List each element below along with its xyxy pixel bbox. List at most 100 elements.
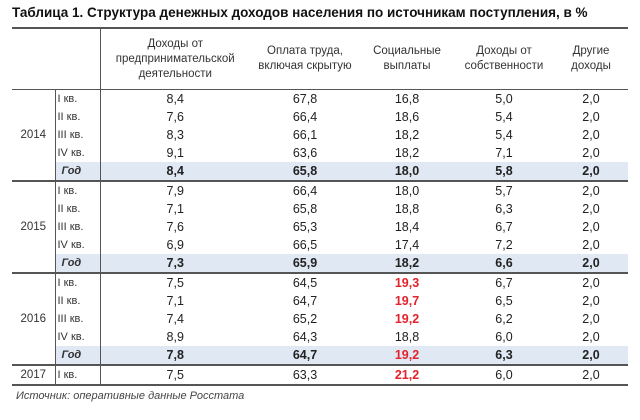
table-row: III кв. 7,6 65,3 18,4 6,7 2,0 xyxy=(12,218,628,236)
table-container: Доходы от предпринимательской деятельнос… xyxy=(12,27,628,403)
value-cell-wages: 65,3 xyxy=(292,219,318,234)
value-cell-property: 6,3 xyxy=(454,346,554,366)
value-cell-entrepreneurial: 7,8 xyxy=(100,346,250,366)
table-row: 2016 I кв. 7,5 64,5 19,3 6,7 2,0 xyxy=(12,273,628,366)
period-cell: III кв. xyxy=(55,310,101,328)
period-cell: III кв. xyxy=(55,218,101,236)
header-entrepreneurial: Доходы от предпринимательской деятельнос… xyxy=(100,27,250,90)
table-row: III кв. 7,4 65,2 19,2 6,2 2,0 xyxy=(12,310,628,328)
value-cell-other: 2,0 xyxy=(582,237,600,252)
value-cell-wages: 66,1 xyxy=(292,127,318,142)
table-row: III кв. 8,3 66,1 18,2 5,4 2,0 xyxy=(12,126,628,144)
value-cell-other: 2,0 xyxy=(582,329,600,344)
value-cell-other: 2,0 xyxy=(554,162,628,182)
value-cell-wages: 66,5 xyxy=(292,237,318,252)
value-cell-social: 19,2 xyxy=(360,346,454,366)
value-cell-property: 5,8 xyxy=(454,162,554,182)
value-cell-property: 6,7 xyxy=(495,219,513,234)
value-cell-entrepreneurial: 6,9 xyxy=(166,237,184,252)
value-cell-wages: 65,8 xyxy=(250,162,360,182)
value-cell-other: 2,0 xyxy=(554,346,628,366)
value-cell-social: 19,2 xyxy=(394,311,420,326)
period-cell: IV кв. xyxy=(55,328,101,346)
value-cell-wages: 63,3 xyxy=(250,365,360,386)
value-cell-entrepreneurial: 7,1 xyxy=(166,293,184,308)
year-cell: 2015 xyxy=(12,181,56,274)
value-cell-social: 17,4 xyxy=(394,237,420,252)
year-cell: 2014 xyxy=(12,89,56,182)
value-cell-property: 6,0 xyxy=(454,365,554,386)
period-cell: II кв. xyxy=(55,108,101,126)
header-property: Доходы от собственности xyxy=(454,27,554,90)
value-cell-entrepreneurial: 8,9 xyxy=(166,329,184,344)
value-cell-social: 19,3 xyxy=(394,275,420,290)
table-title: Таблица 1. Структура денежных доходов на… xyxy=(12,5,588,20)
value-cell-wages: 64,7 xyxy=(250,346,360,366)
header-year xyxy=(12,27,55,90)
value-cell-wages: 64,7 xyxy=(292,293,318,308)
header-social: Социальные выплаты xyxy=(360,27,454,90)
value-cell-social: 18,8 xyxy=(394,201,420,216)
period-cell: III кв. xyxy=(55,126,101,144)
value-cell-entrepreneurial: 9,1 xyxy=(166,145,184,160)
value-cell-wages: 64,3 xyxy=(292,329,318,344)
value-cell-entrepreneurial: 8,4 xyxy=(100,162,250,182)
header-wages: Оплата труда, включая скрытую xyxy=(250,27,360,90)
value-cell-wages: 65,8 xyxy=(292,201,318,216)
header-row: Доходы от предпринимательской деятельнос… xyxy=(12,27,628,90)
value-cell-social: 18,6 xyxy=(394,109,420,124)
source-note: Источник: оперативные данные Росстата xyxy=(16,390,245,402)
value-cell-property: 6,3 xyxy=(495,201,513,216)
period-cell: IV кв. xyxy=(55,144,101,162)
period-cell: I кв. xyxy=(55,365,101,386)
value-cell-property: 6,7 xyxy=(495,275,513,290)
value-cell-other: 2,0 xyxy=(582,219,600,234)
value-cell-entrepreneurial: 7,3 xyxy=(100,254,250,274)
value-cell-social: 18,2 xyxy=(360,254,454,274)
value-cell-other: 2,0 xyxy=(582,145,600,160)
table-row: IV кв. 8,9 64,3 18,8 6,0 2,0 xyxy=(12,328,628,346)
value-cell-wages: 65,2 xyxy=(292,311,318,326)
table-row: 2017 I кв. 7,5 63,3 21,2 6,0 2,0 xyxy=(12,365,628,386)
value-cell-entrepreneurial: 7,5 xyxy=(166,275,184,290)
period-cell: I кв. xyxy=(55,181,101,200)
period-cell: I кв. xyxy=(55,273,101,292)
value-cell-social: 19,7 xyxy=(394,293,420,308)
value-cell-social: 18,8 xyxy=(394,329,420,344)
value-cell-other: 2,0 xyxy=(582,201,600,216)
value-cell-property: 6,5 xyxy=(495,293,513,308)
value-cell-wages: 63,6 xyxy=(292,145,318,160)
value-cell-social: 18,4 xyxy=(394,219,420,234)
value-cell-other: 2,0 xyxy=(582,275,600,290)
value-cell-social: 18,0 xyxy=(394,183,420,198)
value-cell-social: 18,2 xyxy=(394,127,420,142)
value-cell-property: 5,4 xyxy=(495,109,513,124)
value-cell-other: 2,0 xyxy=(554,254,628,274)
year-cell: 2016 xyxy=(12,273,56,366)
value-cell-other: 2,0 xyxy=(582,311,600,326)
value-cell-other: 2,0 xyxy=(582,293,600,308)
period-cell: II кв. xyxy=(55,200,101,218)
value-cell-property: 6,0 xyxy=(495,329,513,344)
value-cell-entrepreneurial: 7,4 xyxy=(166,311,184,326)
value-cell-wages: 67,8 xyxy=(292,91,318,106)
value-cell-other: 2,0 xyxy=(582,109,600,124)
income-structure-table: Доходы от предпринимательской деятельнос… xyxy=(12,27,628,386)
value-cell-entrepreneurial: 7,5 xyxy=(100,365,250,386)
total-row: Год 7,8 64,7 19,2 6,3 2,0 xyxy=(12,346,628,366)
table-row: IV кв. 6,9 66,5 17,4 7,2 2,0 xyxy=(12,236,628,254)
period-cell: II кв. xyxy=(55,292,101,310)
table-row: IV кв. 9,1 63,6 18,2 7,1 2,0 xyxy=(12,144,628,162)
year-cell: 2017 xyxy=(12,365,56,386)
table-row: 2014 I кв. 8,4 67,8 16,8 5,0 2,0 xyxy=(12,89,628,182)
value-cell-wages: 65,9 xyxy=(250,254,360,274)
value-cell-property: 7,1 xyxy=(495,145,513,160)
table-row: II кв. 7,1 64,7 19,7 6,5 2,0 xyxy=(12,292,628,310)
header-quarter xyxy=(55,27,101,90)
value-cell-property: 5,4 xyxy=(495,127,513,142)
table-row: II кв. 7,1 65,8 18,8 6,3 2,0 xyxy=(12,200,628,218)
value-cell-entrepreneurial: 8,3 xyxy=(166,127,184,142)
period-cell: IV кв. xyxy=(55,236,101,254)
value-cell-other: 2,0 xyxy=(582,91,600,106)
table-row: II кв. 7,6 66,4 18,6 5,4 2,0 xyxy=(12,108,628,126)
